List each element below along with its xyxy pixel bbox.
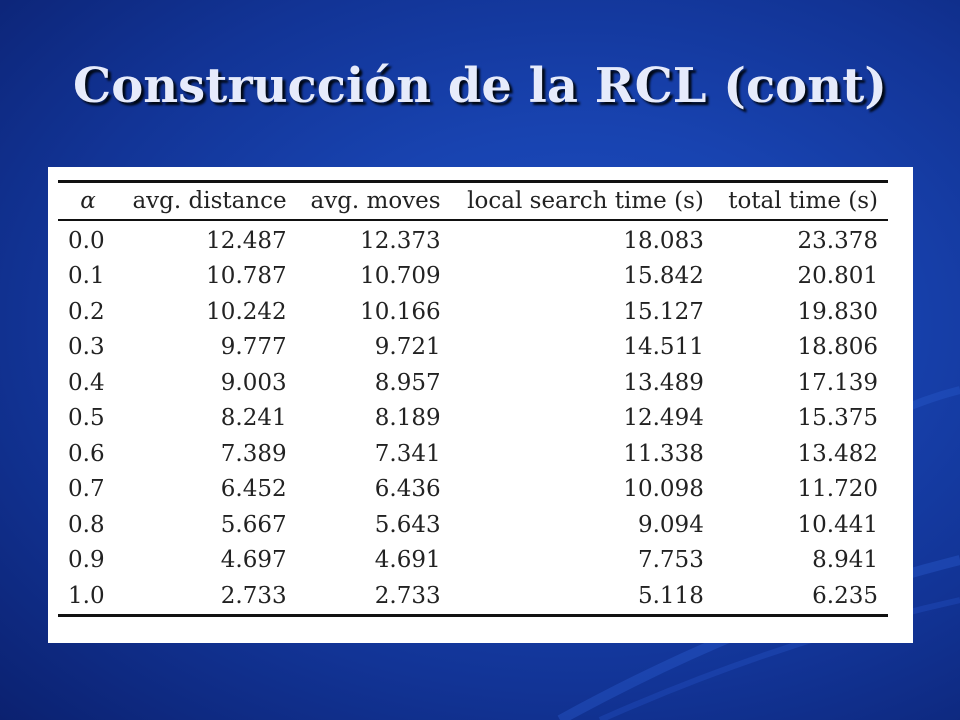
cell-alpha: 0.3 xyxy=(68,334,105,361)
table-body: 0.0 12.487 12.373 18.083 23.378 0.1 10.787 10.7… xyxy=(58,220,888,615)
table-header-row: α avg. distance avg. moves local search … xyxy=(58,181,888,220)
table-row: 0.8 5.667 5.643 9.094 10.441 xyxy=(58,507,888,543)
cell-avg-moves: 4.691 xyxy=(374,547,441,574)
cell-avg-distance: 4.697 xyxy=(220,547,287,574)
cell-total-time: 23.378 xyxy=(797,227,878,254)
table-row: 0.9 4.697 4.691 7.753 8.941 xyxy=(58,543,888,579)
cell-avg-distance: 12.487 xyxy=(206,227,287,254)
column-header-avg-distance: avg. distance xyxy=(132,188,287,214)
cell-total-time: 19.830 xyxy=(797,298,878,325)
cell-alpha: 0.5 xyxy=(68,405,105,432)
cell-avg-moves: 12.373 xyxy=(360,227,441,254)
cell-total-time: 13.482 xyxy=(797,440,878,467)
cell-avg-moves: 2.733 xyxy=(374,582,441,609)
column-header-avg-moves: avg. moves xyxy=(310,188,441,214)
table-row: 1.0 2.733 2.733 5.118 6.235 xyxy=(58,578,888,615)
cell-local-search-time: 15.127 xyxy=(623,298,704,325)
cell-avg-distance: 5.667 xyxy=(220,511,287,538)
cell-local-search-time: 13.489 xyxy=(623,369,704,396)
cell-avg-moves: 5.643 xyxy=(374,511,441,538)
cell-alpha: 0.4 xyxy=(68,369,105,396)
table-panel: α avg. distance avg. moves local search … xyxy=(48,167,913,643)
cell-total-time: 17.139 xyxy=(797,369,878,396)
cell-avg-distance: 2.733 xyxy=(220,582,287,609)
table-row: 0.2 10.242 10.166 15.127 19.830 xyxy=(58,294,888,330)
cell-local-search-time: 15.842 xyxy=(623,263,704,290)
cell-avg-distance: 9.777 xyxy=(220,334,287,361)
cell-avg-distance: 7.389 xyxy=(220,440,287,467)
cell-alpha: 0.2 xyxy=(68,298,105,325)
cell-alpha: 1.0 xyxy=(68,582,105,609)
cell-local-search-time: 7.753 xyxy=(637,547,704,574)
cell-local-search-time: 11.338 xyxy=(623,440,704,467)
table-row: 0.0 12.487 12.373 18.083 23.378 xyxy=(58,220,888,259)
cell-avg-moves: 8.957 xyxy=(374,369,441,396)
cell-alpha: 0.6 xyxy=(68,440,105,467)
cell-avg-distance: 6.452 xyxy=(220,476,287,503)
cell-local-search-time: 18.083 xyxy=(623,227,704,254)
cell-total-time: 20.801 xyxy=(797,263,878,290)
cell-alpha: 0.1 xyxy=(68,263,105,290)
cell-avg-moves: 10.709 xyxy=(360,263,441,290)
column-header-local-search-time: local search time (s) xyxy=(467,188,704,214)
cell-avg-moves: 7.341 xyxy=(374,440,441,467)
cell-avg-moves: 9.721 xyxy=(374,334,441,361)
table-row: 0.6 7.389 7.341 11.338 13.482 xyxy=(58,436,888,472)
results-table: α avg. distance avg. moves local search … xyxy=(58,180,888,617)
cell-avg-moves: 8.189 xyxy=(374,405,441,432)
cell-alpha: 0.9 xyxy=(68,547,105,574)
column-header-total-time: total time (s) xyxy=(728,188,878,214)
cell-total-time: 11.720 xyxy=(797,476,878,503)
cell-alpha: 0.7 xyxy=(68,476,105,503)
table-row: 0.5 8.241 8.189 12.494 15.375 xyxy=(58,401,888,437)
cell-total-time: 15.375 xyxy=(797,405,878,432)
cell-local-search-time: 9.094 xyxy=(637,511,704,538)
cell-avg-moves: 6.436 xyxy=(374,476,441,503)
cell-avg-distance: 10.242 xyxy=(206,298,287,325)
cell-avg-distance: 9.003 xyxy=(220,369,287,396)
slide-title: Construcción de la RCL (cont) xyxy=(73,58,887,114)
cell-alpha: 0.0 xyxy=(68,227,105,254)
cell-alpha: 0.8 xyxy=(68,511,105,538)
cell-total-time: 8.941 xyxy=(812,547,878,574)
cell-total-time: 6.235 xyxy=(812,582,878,609)
cell-local-search-time: 10.098 xyxy=(623,476,704,503)
cell-avg-distance: 10.787 xyxy=(206,263,287,290)
cell-local-search-time: 14.511 xyxy=(623,334,704,361)
column-header-alpha: α xyxy=(80,188,96,214)
cell-total-time: 10.441 xyxy=(797,511,878,538)
cell-avg-moves: 10.166 xyxy=(360,298,441,325)
cell-avg-distance: 8.241 xyxy=(220,405,287,432)
cell-local-search-time: 5.118 xyxy=(637,582,704,609)
table-row: 0.1 10.787 10.709 15.842 20.801 xyxy=(58,259,888,295)
table-row: 0.7 6.452 6.436 10.098 11.720 xyxy=(58,472,888,508)
cell-local-search-time: 12.494 xyxy=(623,405,704,432)
cell-total-time: 18.806 xyxy=(797,334,878,361)
table-row: 0.4 9.003 8.957 13.489 17.139 xyxy=(58,365,888,401)
table-row: 0.3 9.777 9.721 14.511 18.806 xyxy=(58,330,888,366)
